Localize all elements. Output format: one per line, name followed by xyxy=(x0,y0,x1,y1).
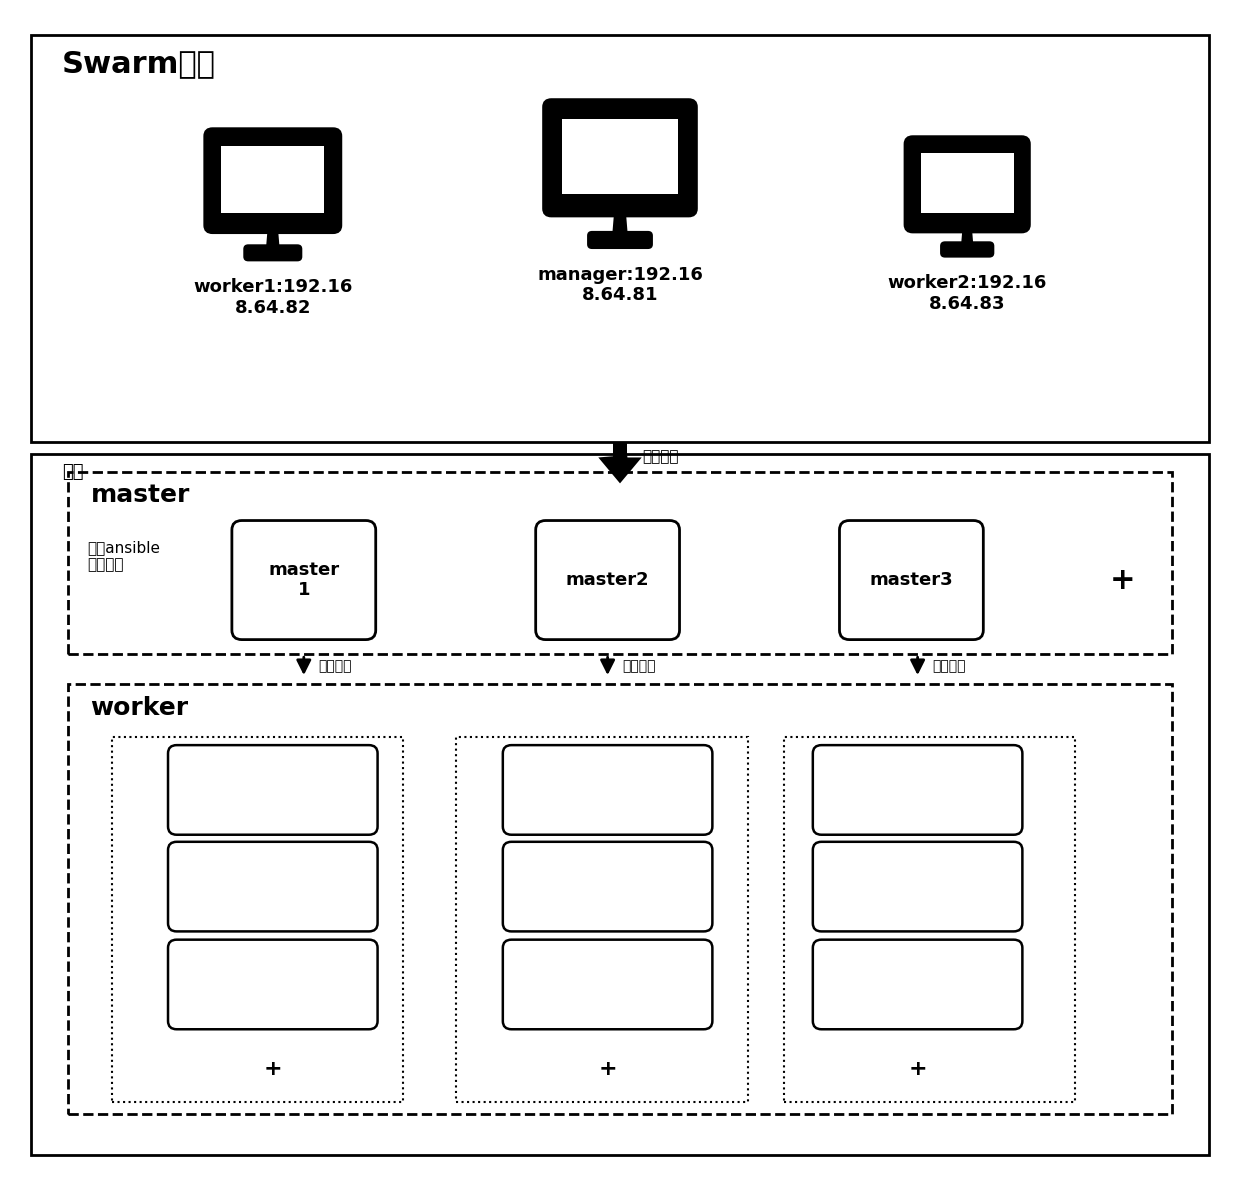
FancyBboxPatch shape xyxy=(544,100,696,216)
Text: worker3: worker3 xyxy=(234,975,311,994)
FancyBboxPatch shape xyxy=(913,213,1022,224)
FancyBboxPatch shape xyxy=(613,442,627,457)
FancyBboxPatch shape xyxy=(456,737,748,1102)
Text: 结合ansible
运维工具: 结合ansible 运维工具 xyxy=(87,540,160,572)
FancyBboxPatch shape xyxy=(536,521,680,639)
FancyBboxPatch shape xyxy=(503,842,712,931)
Text: worker2: worker2 xyxy=(234,877,311,896)
Text: +: + xyxy=(598,1060,618,1079)
Text: +: + xyxy=(263,1060,283,1079)
FancyBboxPatch shape xyxy=(169,842,377,931)
Text: worker3: worker3 xyxy=(569,975,646,994)
Text: master2: master2 xyxy=(565,571,650,590)
Text: worker2: worker2 xyxy=(879,877,956,896)
FancyBboxPatch shape xyxy=(112,737,403,1102)
Text: master
1: master 1 xyxy=(268,561,340,599)
FancyBboxPatch shape xyxy=(503,745,712,835)
FancyBboxPatch shape xyxy=(212,212,334,225)
FancyBboxPatch shape xyxy=(905,137,1029,231)
Text: manager:192.16
8.64.81: manager:192.16 8.64.81 xyxy=(537,265,703,304)
FancyBboxPatch shape xyxy=(31,35,1209,442)
Text: Swarm集群: Swarm集群 xyxy=(62,50,216,79)
FancyBboxPatch shape xyxy=(232,521,376,639)
Polygon shape xyxy=(613,209,627,236)
FancyBboxPatch shape xyxy=(813,940,1022,1029)
FancyBboxPatch shape xyxy=(813,842,1022,931)
Text: master3: master3 xyxy=(869,571,954,590)
Polygon shape xyxy=(961,224,973,246)
FancyBboxPatch shape xyxy=(169,940,377,1029)
FancyBboxPatch shape xyxy=(31,454,1209,1155)
Polygon shape xyxy=(265,225,280,249)
Text: +: + xyxy=(1110,566,1135,594)
FancyBboxPatch shape xyxy=(205,129,341,232)
Text: worker1: worker1 xyxy=(879,780,956,799)
FancyBboxPatch shape xyxy=(587,231,653,249)
FancyBboxPatch shape xyxy=(552,195,688,209)
Text: worker1:192.16
8.64.82: worker1:192.16 8.64.82 xyxy=(193,278,352,317)
Text: 调度管理: 调度管理 xyxy=(319,659,352,673)
Text: master: master xyxy=(91,483,190,507)
FancyBboxPatch shape xyxy=(784,737,1075,1102)
Text: 调度管理: 调度管理 xyxy=(932,659,966,673)
Text: worker: worker xyxy=(91,696,188,719)
FancyBboxPatch shape xyxy=(222,146,324,215)
Text: 调度管理: 调度管理 xyxy=(622,659,656,673)
FancyBboxPatch shape xyxy=(68,684,1172,1114)
FancyBboxPatch shape xyxy=(243,244,303,262)
Text: worker1: worker1 xyxy=(569,780,646,799)
Polygon shape xyxy=(598,456,642,483)
Text: worker2: worker2 xyxy=(569,877,646,896)
FancyBboxPatch shape xyxy=(921,153,1013,216)
Text: +: + xyxy=(908,1060,928,1079)
Text: 创建容器: 创建容器 xyxy=(642,449,678,465)
FancyBboxPatch shape xyxy=(813,745,1022,835)
Text: worker1: worker1 xyxy=(234,780,311,799)
Text: 容器: 容器 xyxy=(62,463,83,481)
FancyBboxPatch shape xyxy=(839,521,983,639)
FancyBboxPatch shape xyxy=(503,940,712,1029)
FancyBboxPatch shape xyxy=(68,472,1172,654)
FancyBboxPatch shape xyxy=(562,119,678,197)
Text: worker2:192.16
8.64.83: worker2:192.16 8.64.83 xyxy=(888,275,1047,312)
FancyBboxPatch shape xyxy=(169,745,377,835)
FancyBboxPatch shape xyxy=(940,242,994,258)
Text: worker3: worker3 xyxy=(879,975,956,994)
